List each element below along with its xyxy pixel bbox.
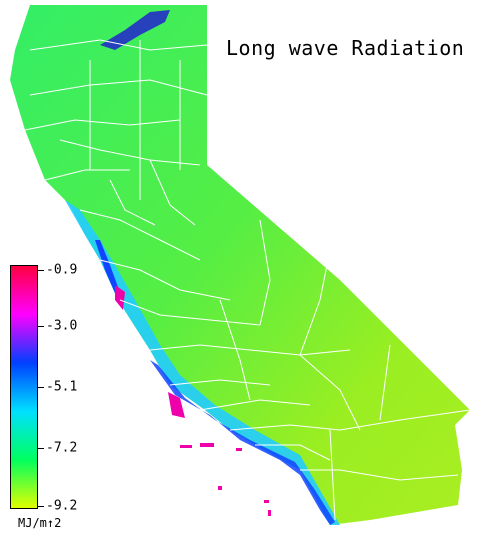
color-scale-bar: [10, 265, 38, 509]
california-outline: [10, 5, 470, 525]
legend-tick: [38, 387, 44, 388]
county-lines: [24, 39, 471, 521]
legend-label: -3.0: [46, 318, 78, 334]
legend-label-min: -9.2: [46, 498, 78, 514]
hotspot-point-conception: [168, 392, 185, 418]
hotspot-north-mountain: [100, 10, 170, 50]
coastal-band-central: [65, 200, 340, 525]
legend-tick: [38, 326, 44, 327]
legend-tick: [38, 270, 44, 271]
legend-tick: [38, 448, 44, 449]
legend-label: -5.1: [46, 379, 78, 395]
map-title: Long wave Radiation: [226, 36, 465, 60]
legend-label: -7.2: [46, 440, 78, 456]
legend-unit: MJ/m↑2: [18, 516, 62, 530]
legend-label-max: -0.9: [46, 262, 78, 278]
coastal-edge-bay: [95, 240, 122, 300]
legend-tick: [38, 506, 44, 507]
hotspot-monterey: [115, 285, 125, 310]
channel-islands: [180, 443, 271, 516]
